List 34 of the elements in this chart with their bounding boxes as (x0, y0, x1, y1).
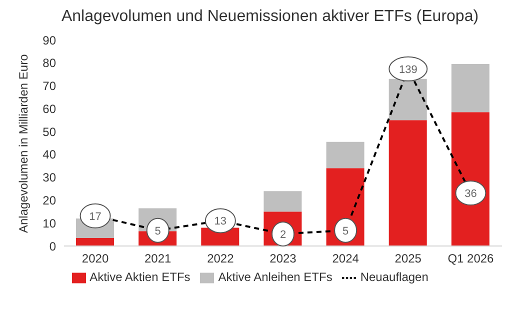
x-tick-label: 2022 (207, 252, 234, 266)
y-tick-label: 80 (42, 56, 56, 70)
y-tick-label: 0 (49, 239, 56, 254)
bar (76, 238, 114, 246)
data-label: 13 (214, 216, 227, 228)
y-tick-label: 30 (42, 170, 56, 185)
y-tick-label: 90 (42, 33, 56, 48)
y-tick-label: 70 (42, 79, 56, 94)
legend-label: Aktive Aktien ETFs (90, 270, 190, 284)
bar (451, 64, 490, 112)
data-label: 2 (280, 228, 286, 241)
bar (388, 78, 427, 120)
data-label: 36 (464, 188, 477, 200)
x-tick-label: 2025 (394, 252, 422, 266)
y-tick-label: 50 (42, 124, 56, 139)
bar (388, 120, 427, 246)
x-tick-label: 2024 (332, 252, 360, 266)
y-tick-label: 40 (42, 148, 56, 162)
legend-label: Aktive Anleihen ETFs (218, 270, 332, 284)
y-axis-title: Anlagevolumen in Milliarden Euro (16, 54, 30, 233)
bar (326, 142, 364, 168)
data-label: 5 (154, 225, 161, 238)
y-tick-label: 60 (42, 102, 56, 116)
x-tick-label: Q1 2026 (448, 252, 494, 266)
data-label: 17 (89, 210, 102, 223)
data-label: 5 (342, 225, 349, 238)
bar (264, 191, 302, 212)
chart-title: Anlagevolumen und Neuemissionen aktiver ETFs (Europa) (60, 8, 480, 26)
y-tick-label: 10 (42, 216, 56, 230)
x-tick-label: 2020 (82, 252, 109, 266)
x-tick-label: 2021 (144, 252, 172, 266)
legend-label: Neuauflagen (360, 270, 428, 284)
y-tick-label: 20 (42, 193, 56, 208)
x-tick-label: 2023 (270, 252, 297, 266)
